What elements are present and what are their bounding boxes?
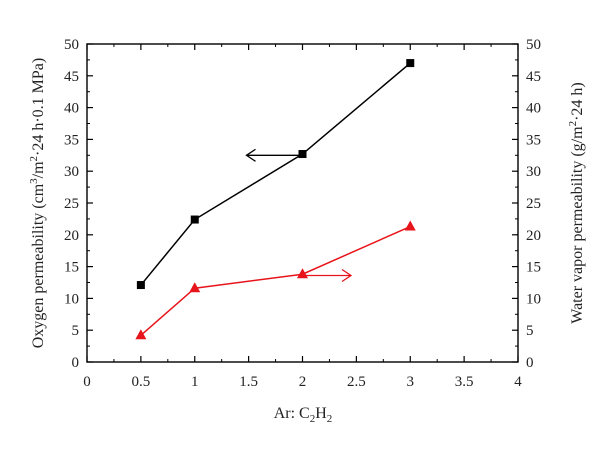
y-right-tick-label: 15 xyxy=(526,260,541,276)
x-tick-label: 3 xyxy=(407,374,415,390)
y-right-tick-label: 35 xyxy=(526,132,541,148)
series-1-point xyxy=(406,59,415,68)
x-tick-label: 1 xyxy=(191,374,199,390)
x-tick-label: 0 xyxy=(83,374,91,390)
series-1-line xyxy=(140,62,411,286)
x-tick-label: 1.5 xyxy=(239,374,258,390)
x-tick-label: 2.5 xyxy=(347,374,366,390)
y-left-tick-label: 20 xyxy=(64,228,79,244)
y-right-tick-label: 50 xyxy=(526,37,541,53)
series-1-point xyxy=(190,215,199,224)
x-tick-label: 2 xyxy=(299,374,307,390)
y-axis-right-title: Water vapor permeability (g/m2·24 h) xyxy=(567,82,586,323)
y-left-tick-label: 10 xyxy=(64,291,79,307)
x-tick-label: 4 xyxy=(514,374,522,390)
x-tick-label: 0.5 xyxy=(132,374,151,390)
y-right-tick-label: 45 xyxy=(526,69,541,85)
arrow-2-head xyxy=(341,268,353,283)
y-left-tick-label: 50 xyxy=(64,37,79,53)
y-right-tick-label: 5 xyxy=(526,323,534,339)
series-2-line xyxy=(140,225,411,336)
x-tick-label: 3.5 xyxy=(455,374,474,390)
y-axis-left-title: Oxygen permeability (cm3/m2·24 h·0.1 MPa… xyxy=(28,58,47,349)
series-1-point xyxy=(136,281,145,290)
arrow-1-head xyxy=(245,148,256,162)
y-left-tick-label: 35 xyxy=(64,132,79,148)
y-left-tick-label: 45 xyxy=(64,69,79,85)
y-left-tick-label: 30 xyxy=(64,164,79,180)
y-left-tick-label: 0 xyxy=(72,355,80,371)
y-right-tick-label: 40 xyxy=(526,101,541,117)
series-2-point xyxy=(404,220,416,231)
x-axis-title: Ar: C2H2 xyxy=(274,405,333,425)
y-right-tick-label: 25 xyxy=(526,196,541,212)
y-right-tick-label: 20 xyxy=(526,228,541,244)
y-left-tick-label: 25 xyxy=(64,196,79,212)
series-2-point xyxy=(135,329,147,340)
y-left-tick-label: 40 xyxy=(64,101,79,117)
y-left-tick-label: 5 xyxy=(72,323,80,339)
series-2-point xyxy=(189,282,201,293)
y-right-tick-label: 0 xyxy=(526,355,534,371)
plot-frame xyxy=(86,43,519,363)
data-layer xyxy=(135,59,416,340)
y-right-tick-label: 10 xyxy=(526,291,541,307)
y-left-tick-label: 15 xyxy=(64,260,79,276)
y-right-tick-label: 30 xyxy=(526,164,541,180)
series-1-point xyxy=(298,150,307,159)
